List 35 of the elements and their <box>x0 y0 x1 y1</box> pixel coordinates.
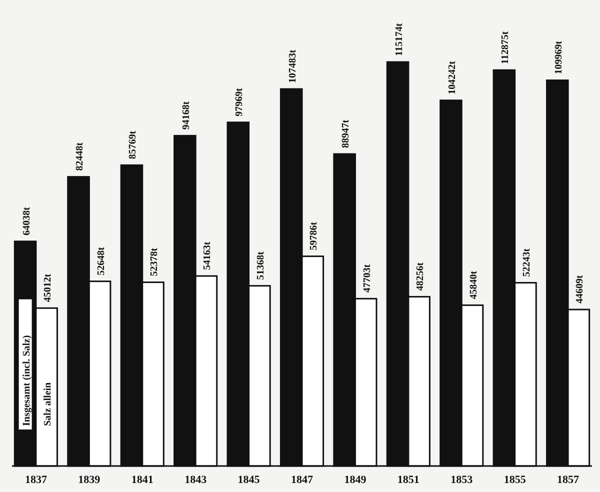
data-label: 47703t <box>362 264 373 293</box>
data-label: 52648t <box>96 246 107 276</box>
data-label: 54163t <box>202 241 214 270</box>
x-tick-label: 1845 <box>238 474 260 486</box>
data-label: 112875t <box>500 30 512 64</box>
x-tick-label: 1839 <box>78 474 101 486</box>
series-label: Insgesamt (incl. Salz) <box>21 335 32 426</box>
x-tick-label: 1837 <box>24 474 48 486</box>
data-label: 44609t <box>574 274 586 304</box>
data-label: 115174t <box>394 22 405 56</box>
x-tick-label: 1841 <box>131 474 154 486</box>
x-tick-label: 1857 <box>557 474 580 486</box>
data-label: 51368t <box>255 250 266 280</box>
data-label: 59786t <box>308 221 320 250</box>
x-tick-label: 1853 <box>450 474 474 486</box>
data-label: 52243t <box>521 248 532 277</box>
data-label: 82448t <box>74 142 86 171</box>
data-label: 45012t <box>42 273 54 302</box>
data-label: 94168t <box>180 100 192 130</box>
data-label: 107483t <box>287 48 298 83</box>
data-label: 45840t <box>468 270 480 300</box>
series-label: Salz allein <box>42 382 54 426</box>
data-label: 64038t <box>21 206 32 236</box>
data-label: 88947t <box>340 118 352 148</box>
data-label: 109969t <box>553 40 564 74</box>
data-label: 104242t <box>446 60 458 94</box>
x-tick-label: 1855 <box>504 474 526 486</box>
data-label: 85769t <box>128 130 139 160</box>
data-label: 97969t <box>234 87 246 116</box>
data-label: 52378t <box>149 247 160 276</box>
x-tick-label: 1843 <box>184 474 208 486</box>
x-tick-label: 1849 <box>344 474 367 486</box>
data-label: 48256t <box>415 262 426 291</box>
x-tick-label: 1847 <box>291 474 314 486</box>
x-tick-label: 1851 <box>397 474 420 486</box>
